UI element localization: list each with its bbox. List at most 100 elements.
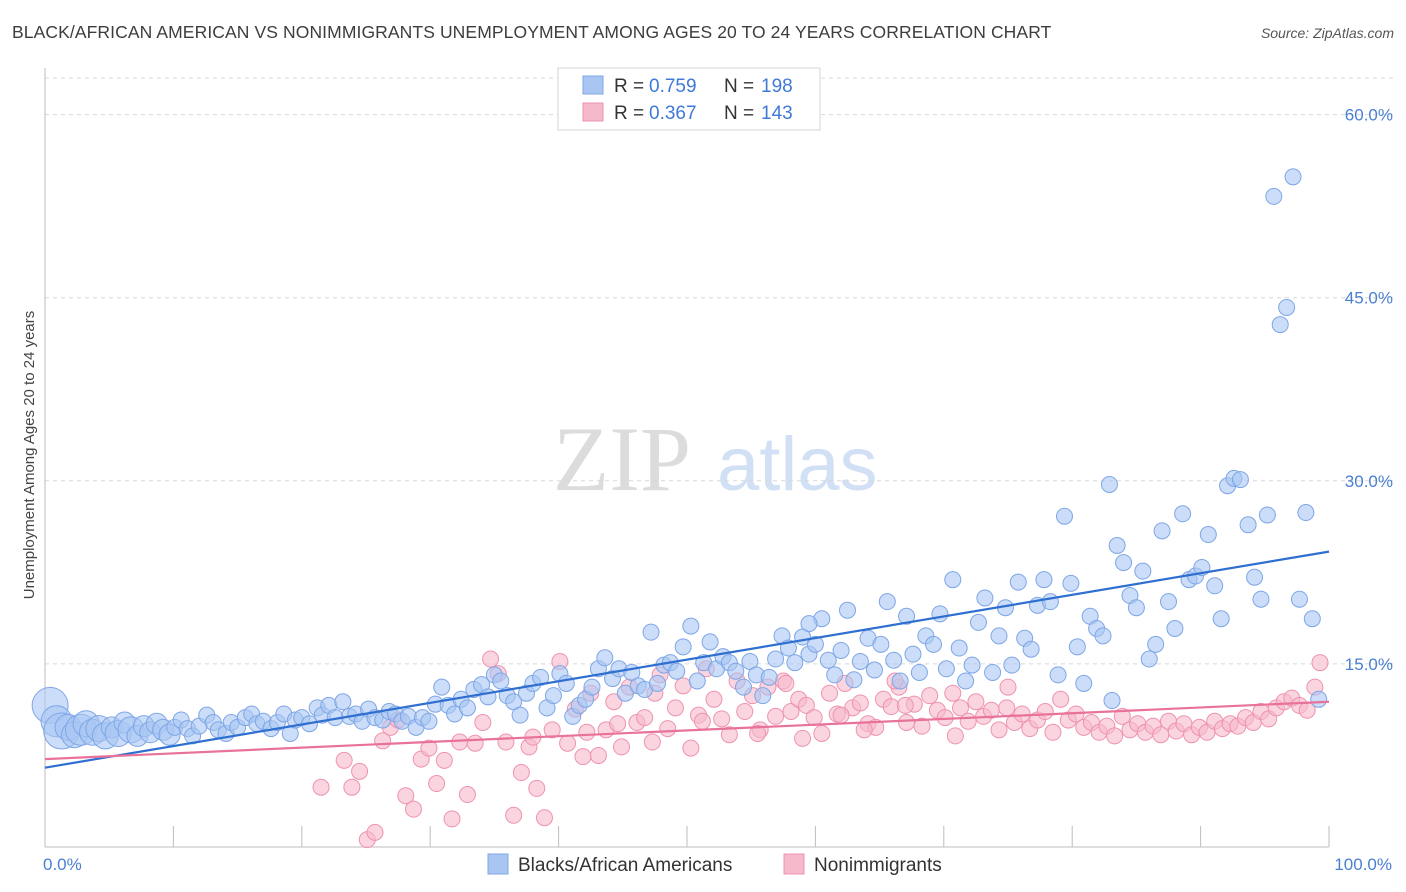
legend-n-value-2: 143 [761,103,793,124]
y-tick-label-1: 30.0% [1345,472,1393,491]
blacks-point-151 [1022,640,1040,658]
legend-r-label-2: R = [614,103,644,124]
blacks-point-136 [925,635,943,653]
blacks-point-187 [1258,506,1276,524]
nonimmigrants-point-102 [1113,707,1131,725]
blacks-point-102 [701,633,719,651]
blacks-point-157 [1062,574,1080,592]
blacks-point-78 [544,687,562,705]
series-legend-label-blue: Blacks/African Americans [518,855,732,876]
nonimmigrants-point-62 [805,709,823,727]
nonimmigrants-point-83 [967,693,985,711]
blacks-point-94 [648,674,666,692]
nonimmigrants-point-10 [405,800,423,818]
blacks-point-70 [492,672,510,690]
nonimmigrants-point-20 [482,650,500,668]
blacks-point-98 [674,638,692,656]
y-axis-label: Unemployment Among Ages 20 to 24 years [21,311,38,600]
nonimmigrants-point-43 [659,720,677,738]
blacks-point-171 [1153,522,1171,540]
blacks-point-158 [1068,638,1086,656]
blacks-point-122 [832,641,850,659]
blacks-point-172 [1160,593,1177,611]
nonimmigrants-point-50 [713,710,731,728]
nonimmigrants-point-51 [720,726,738,744]
nonimmigrants-point-72 [882,698,900,716]
nonimmigrants-point-135 [832,706,850,724]
legend-n-label-2: N = [724,103,754,124]
blacks-point-59 [420,712,438,730]
correlation-legend: R = 0.759 N = 198 R = 0.367 N = 143 [557,67,821,131]
blacks-point-65 [458,699,476,717]
nonimmigrants-point-14 [435,751,453,769]
blacks-point-186 [1252,590,1270,608]
nonimmigrants-point-137 [749,724,767,742]
chart-title: BLACK/AFRICAN AMERICAN VS NONIMMIGRANTS … [12,22,1052,42]
legend-r-label-1: R = [614,76,644,97]
blacks-point-80 [557,674,575,692]
blacks-point-123 [839,601,856,619]
blacks-point-162 [1094,627,1112,645]
blacks-point-148 [1003,656,1021,674]
blacks-point-100 [688,672,706,690]
blacks-point-149 [1009,573,1027,591]
blacks-point-192 [1290,590,1308,608]
nonimmigrants-point-0 [312,778,330,796]
blacks-point-140 [950,639,968,657]
blacks-point-138 [937,660,955,678]
nonimmigrants-point-40 [636,709,654,727]
nonimmigrants-point-5 [366,823,384,841]
x-tick-labels: 0.0% 100.0% [43,855,1392,874]
nonimmigrants-point-36 [605,693,623,711]
blacks-point-118 [806,635,824,653]
blacks-point-189 [1271,316,1289,334]
y-tick-label-3: 60.0% [1345,106,1393,125]
nonimmigrants-point-93 [1044,723,1062,741]
blacks-point-121 [826,666,844,684]
blacks-point-155 [1049,666,1067,684]
blacks-trend-line [44,550,1330,769]
nonimmigrants-point-61 [797,696,815,714]
blacks-point-195 [1310,690,1328,708]
blacks-point-139 [944,571,962,589]
nonimmigrants-point-15 [443,810,461,828]
blacks-point-190 [1278,298,1296,316]
nonimmigrants-point-86 [990,721,1008,739]
series-legend-swatch-blue [487,853,509,875]
blacks-point-159 [1075,674,1093,692]
blacks-point-111 [760,668,778,686]
blacks-point-196 [1103,692,1121,710]
blacks-point-129 [878,593,896,611]
nonimmigrants-point-80 [944,684,962,702]
blacks-point-137 [931,605,949,623]
blacks-point-156 [1055,507,1073,525]
blacks-point-84 [583,678,601,696]
blacks-point-144 [976,589,994,607]
nonimmigrants-point-132 [946,727,964,745]
blacks-point-132 [898,607,916,625]
nonimmigrants-point-19 [474,713,492,731]
nonimmigrants-points [312,650,1329,849]
blacks-point-185 [1246,568,1264,586]
series-legend: Blacks/African Americans Nonimmigrants [487,853,942,876]
blacks-point-197 [800,615,818,633]
nonimmigrants-point-44 [666,699,684,717]
nonimmigrants-point-76 [913,717,931,735]
nonimmigrants-point-17 [458,786,476,804]
axes [44,68,1330,848]
legend-n-value-1: 198 [761,76,793,97]
nonimmigrants-point-13 [428,775,446,793]
blacks-point-106 [727,662,745,680]
blacks-point-61 [433,678,451,696]
y-tick-label-2: 45.0% [1345,289,1393,308]
nonimmigrants-point-89 [1013,705,1031,723]
blacks-point-124 [845,671,863,689]
nonimmigrants-point-27 [535,809,553,827]
nonimmigrants-point-2 [343,778,361,796]
blacks-point-183 [1231,471,1249,489]
nonimmigrants-point-22 [497,733,515,751]
series-legend-label-pink: Nonimmigrants [814,855,942,876]
blacks-point-97 [668,662,686,680]
nonimmigrants-point-134 [855,721,873,739]
blacks-point-180 [1212,610,1230,628]
